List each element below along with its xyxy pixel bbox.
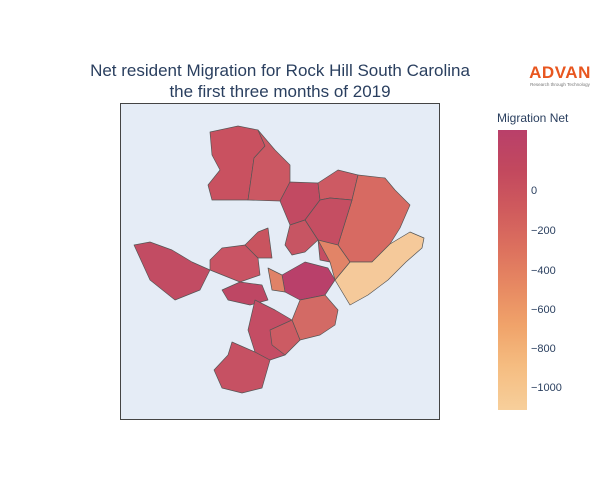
region-center-core[interactable]	[281, 261, 336, 301]
colorbar-tick: −800	[531, 343, 556, 355]
region-south-center[interactable]	[269, 319, 301, 356]
colorbar-tick: 0	[531, 185, 538, 197]
region-west-mid[interactable]	[221, 281, 269, 306]
region-east-tail[interactable]	[334, 231, 425, 306]
region-west-center[interactable]	[209, 244, 261, 283]
colorbar-tick: −1000	[531, 382, 562, 394]
advan-logo: ADVAN Research through Technology	[527, 64, 593, 88]
region-west-upper[interactable]	[244, 227, 273, 259]
colorbar-tick: −400	[531, 265, 556, 277]
map-title: Net resident Migration for Rock Hill Sou…	[0, 60, 560, 102]
logo-wordmark: ADVAN	[529, 63, 591, 82]
colorbar	[498, 130, 527, 410]
region-center-d[interactable]	[267, 267, 286, 293]
logo-tagline: Research through Technology	[530, 82, 590, 87]
region-west[interactable]	[133, 241, 211, 301]
region-south-east[interactable]	[291, 294, 339, 341]
map-title-line-1: Net resident Migration for Rock Hill Sou…	[90, 61, 470, 80]
map-title-line-2: the first three months of 2019	[169, 82, 391, 101]
colorbar-tick: −200	[531, 225, 556, 237]
region-north-lobe[interactable]	[317, 169, 359, 201]
region-center-c[interactable]	[284, 219, 319, 256]
colorbar-tick: −600	[531, 304, 556, 316]
region-center-b[interactable]	[317, 239, 351, 281]
legend-title: Migration Net	[497, 111, 569, 125]
